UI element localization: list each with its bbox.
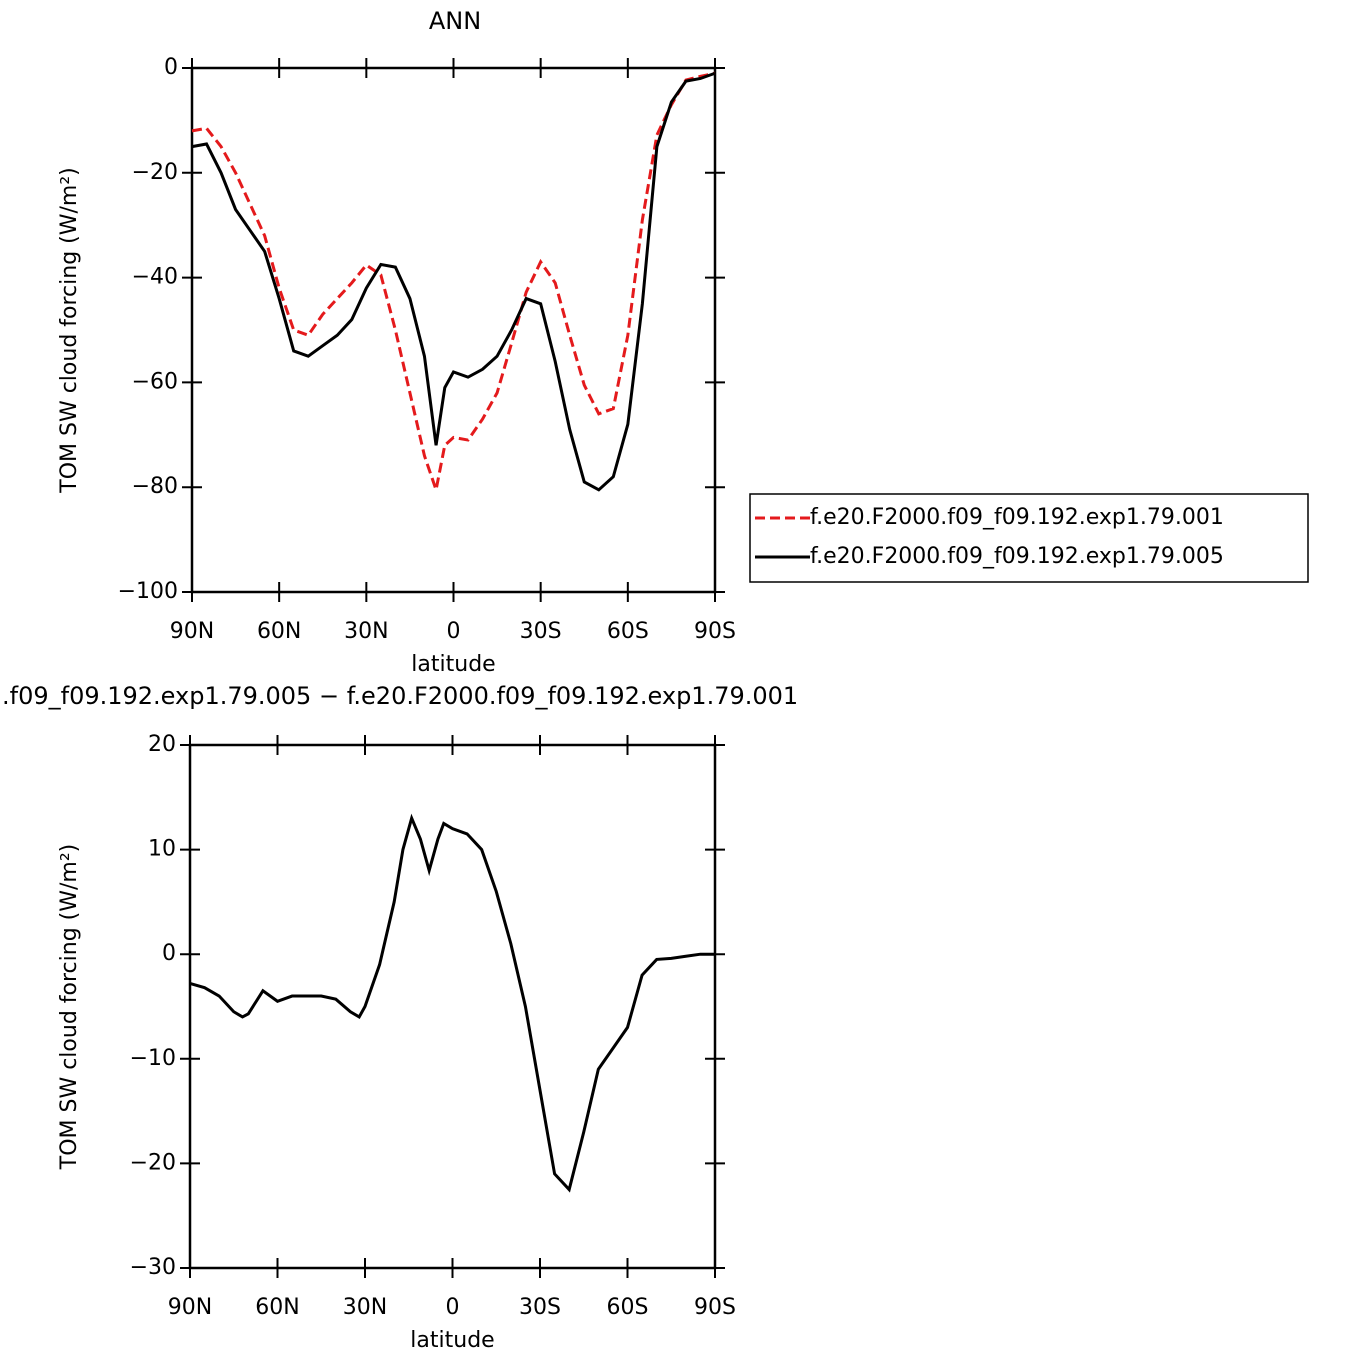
x-tick-label: 90S xyxy=(694,1295,736,1320)
x-tick-label: 30S xyxy=(519,1295,561,1320)
y-axis-label: TOM SW cloud forcing (W/m²) xyxy=(57,844,82,1170)
y-tick-label: −40 xyxy=(132,265,178,290)
series-line xyxy=(191,71,716,496)
y-tick-label: −10 xyxy=(130,1046,176,1071)
legend-box xyxy=(749,493,1309,583)
y-tick-label: −30 xyxy=(130,1255,176,1280)
y-tick-label: 0 xyxy=(164,55,178,80)
y-tick-label: 0 xyxy=(162,941,176,966)
y-tick-label: 10 xyxy=(148,837,176,862)
x-tick-label: 90N xyxy=(168,1295,212,1320)
x-axis-label: latitude xyxy=(410,1328,494,1353)
y-tick-label: 20 xyxy=(148,732,176,757)
y-tick-label: −20 xyxy=(130,1150,176,1175)
x-tick-label: 0 xyxy=(447,619,461,644)
x-tick-label: 60N xyxy=(255,1295,299,1320)
y-tick-label: −80 xyxy=(132,474,178,499)
x-tick-label: 30S xyxy=(520,619,562,644)
x-tick-label: 60N xyxy=(257,619,301,644)
series-line xyxy=(189,813,715,1193)
y-tick-label: −60 xyxy=(132,369,178,394)
legend-label: f.e20.F2000.f09_f09.192.exp1.79.001 xyxy=(810,505,1224,530)
x-tick-label: 30N xyxy=(344,619,388,644)
chart-title: .f09_f09.192.exp1.79.005 − f.e20.F2000.f… xyxy=(2,682,798,710)
legend-label: f.e20.F2000.f09_f09.192.exp1.79.005 xyxy=(810,544,1224,569)
y-tick-label: −20 xyxy=(132,160,178,185)
plot-frame xyxy=(190,66,717,594)
series-line xyxy=(191,71,716,492)
x-tick-label: 60S xyxy=(607,1295,649,1320)
y-axis-label: TOM SW cloud forcing (W/m²) xyxy=(57,167,82,493)
x-tick-label: 30N xyxy=(343,1295,387,1320)
x-axis-label: latitude xyxy=(411,652,495,677)
x-tick-label: 90N xyxy=(170,619,214,644)
plot-frame xyxy=(188,743,717,1270)
x-tick-label: 0 xyxy=(446,1295,460,1320)
x-tick-label: 60S xyxy=(607,619,649,644)
y-tick-label: −100 xyxy=(118,579,178,604)
chart-title: ANN xyxy=(429,7,481,35)
x-tick-label: 90S xyxy=(694,619,736,644)
